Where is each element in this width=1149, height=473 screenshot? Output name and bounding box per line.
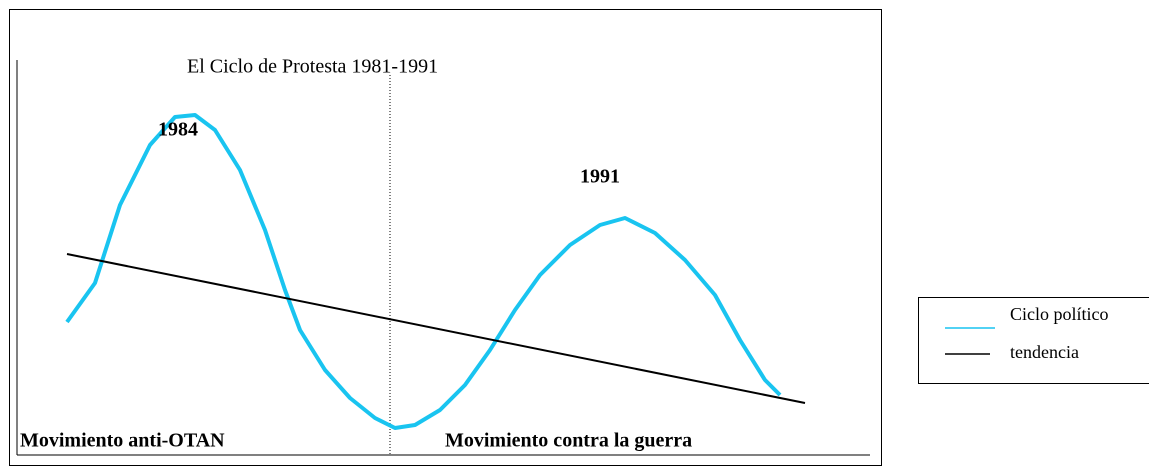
cycle-curve <box>65 113 782 430</box>
period-label: Movimiento contra la guerra <box>445 430 692 452</box>
legend-box <box>918 297 1149 384</box>
title: El Ciclo de Protesta 1981-1991 <box>187 56 438 78</box>
frame <box>9 9 882 466</box>
period-label: Movimiento anti-OTAN <box>20 430 225 452</box>
legend-label: Ciclo político <box>1010 304 1109 324</box>
legend-label: tendencia <box>1010 342 1079 362</box>
trend-line <box>66 253 806 404</box>
peak-label: 1984 <box>158 119 198 141</box>
peak-label: 1991 <box>580 166 620 188</box>
